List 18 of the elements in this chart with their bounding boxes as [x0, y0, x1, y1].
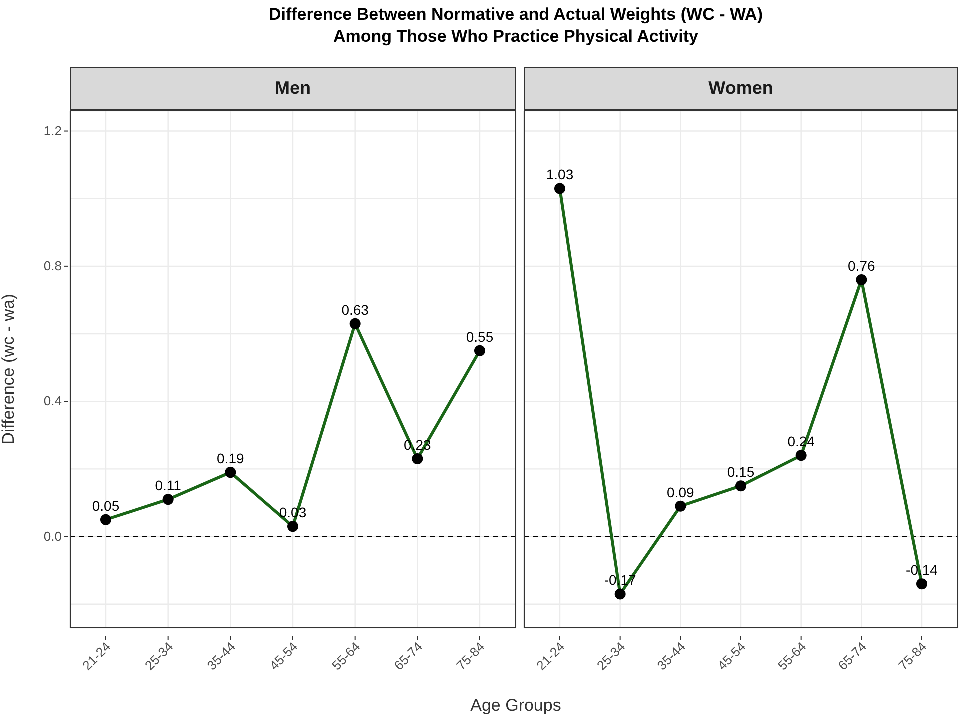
data-label: 0.15 [727, 464, 755, 480]
y-tick-label: 0.8 [44, 258, 62, 274]
chart-title: Difference Between Normative and Actual Weights (WC - WA) Among Those Who Practice Physical Activity [268, 4, 764, 48]
y-tick-label: 1.2 [44, 123, 62, 138]
chart-subtitle: Women [524, 67, 958, 110]
data-label: 1.03 [546, 166, 574, 183]
data-label: 0.63 [342, 302, 370, 318]
data-label: 0.76 [848, 258, 876, 274]
y-tick-label: 0.4 [44, 394, 62, 409]
x-axis-title: Age Groups [470, 696, 562, 716]
y-tick-label: 0.0 [44, 528, 62, 544]
chart-subtitle: Men [70, 67, 516, 110]
data-label: 0.55 [466, 328, 494, 345]
data-label: 0.09 [667, 484, 695, 500]
data-label: 0.11 [155, 478, 182, 494]
data-label: 0.19 [217, 450, 245, 467]
y-axis-title: Difference (wc - wa) [0, 294, 18, 445]
data-label: 0.05 [92, 498, 120, 514]
